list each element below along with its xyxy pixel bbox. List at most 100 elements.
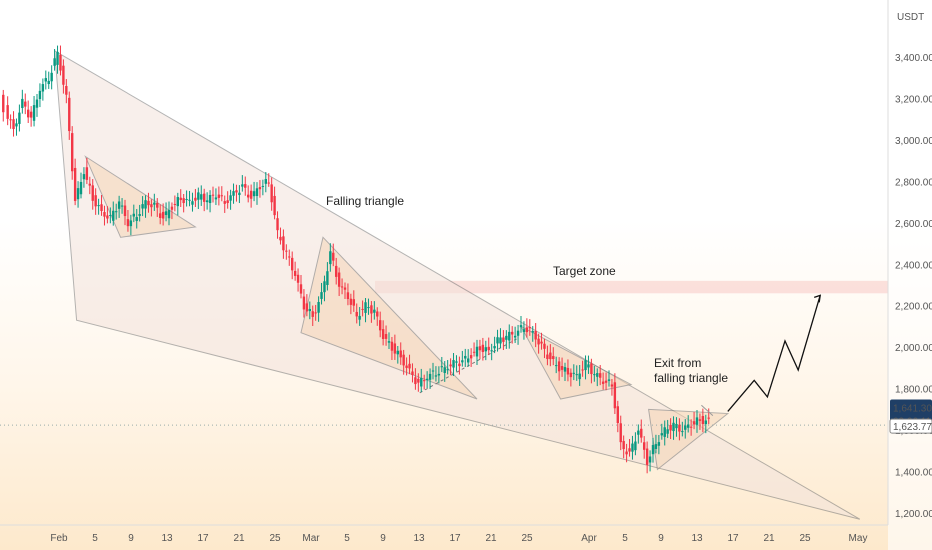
candle-body <box>569 372 573 378</box>
candle-body <box>689 426 693 428</box>
candle-body <box>549 352 552 360</box>
candle-body <box>575 374 578 376</box>
candle-body <box>291 257 294 271</box>
projection-arrowhead <box>813 294 821 303</box>
candle-body <box>669 424 672 431</box>
candle-body <box>229 195 232 201</box>
candle-body <box>176 197 179 207</box>
candle-body <box>62 65 65 85</box>
candle-body <box>29 111 33 118</box>
candle-body <box>153 202 156 205</box>
candle-body <box>38 90 42 100</box>
candle-body <box>534 331 537 340</box>
candle-body <box>117 201 121 209</box>
candle-body <box>59 54 62 71</box>
candle-body <box>205 200 209 203</box>
candle-body <box>472 351 476 353</box>
candle-body <box>35 99 39 108</box>
exit-pointer <box>701 404 714 416</box>
candle-body <box>203 193 206 202</box>
x-tick-label: 9 <box>380 533 386 544</box>
candle-body <box>349 298 353 305</box>
triangle-mar <box>300 236 478 400</box>
candle-body <box>458 363 461 367</box>
y-tick-label: 1,200.00 <box>895 509 932 520</box>
candle-body <box>147 200 150 206</box>
candle-body <box>698 419 702 421</box>
candle-body <box>384 334 388 339</box>
candle-body <box>252 191 256 197</box>
y-tick-label: 2,200.00 <box>895 302 932 313</box>
x-tick-label: 21 <box>763 533 775 544</box>
candle-body <box>631 443 634 452</box>
candle-body <box>684 425 687 430</box>
candle-body <box>91 185 94 201</box>
candle-body <box>434 375 438 377</box>
candle-body <box>578 373 581 380</box>
candle-body <box>32 105 36 121</box>
candle-body <box>247 194 250 198</box>
candle-body <box>478 346 482 351</box>
candle-body <box>387 341 391 343</box>
candle-body <box>707 417 710 419</box>
candle-body <box>660 433 663 436</box>
candle-body <box>358 315 361 320</box>
candle-body <box>79 181 83 195</box>
candle-body <box>657 442 661 446</box>
candle-body <box>496 337 499 344</box>
candle-body <box>522 329 526 333</box>
candle-body <box>164 211 168 216</box>
candle-body <box>126 219 130 227</box>
candle-body <box>396 350 399 355</box>
x-tick-label: 13 <box>161 533 173 544</box>
candle-body <box>516 330 520 336</box>
candle-body <box>537 338 540 345</box>
y-tick-label: 2,600.00 <box>895 219 932 230</box>
x-tick-label: 21 <box>233 533 245 544</box>
large-falling-triangle <box>54 49 861 520</box>
candle-body <box>288 256 291 258</box>
candle-body <box>695 417 699 425</box>
candle-body <box>285 250 288 252</box>
x-tick-label: 25 <box>269 533 281 544</box>
candle-body <box>68 97 71 132</box>
candle-body <box>317 301 320 313</box>
candle-body <box>648 456 652 463</box>
candle-body <box>150 204 153 208</box>
candle-body <box>302 296 306 310</box>
candle-body <box>329 251 332 265</box>
candle-body <box>226 200 229 204</box>
candle-body <box>692 421 696 425</box>
candle-body <box>88 183 91 186</box>
candle-body <box>452 360 455 368</box>
candle-body <box>170 206 174 210</box>
candle-body <box>138 214 141 216</box>
candle-body <box>619 423 622 443</box>
candle-body <box>308 308 311 312</box>
x-tick-label: 13 <box>413 533 425 544</box>
candle-body <box>197 192 200 200</box>
candle-body <box>464 355 467 359</box>
candle-body <box>12 119 15 130</box>
x-tick-label: Feb <box>50 533 68 544</box>
candle-body <box>381 329 385 339</box>
candle-body <box>590 363 593 375</box>
currency-label: USDT <box>897 12 924 23</box>
x-tick-label: 5 <box>622 533 628 544</box>
candle-body <box>241 184 244 187</box>
candle-body <box>141 204 144 209</box>
y-tick-label: 3,200.00 <box>895 94 932 105</box>
x-tick-label: Mar <box>302 533 320 544</box>
candle-body <box>367 307 370 309</box>
candle-body <box>120 205 124 207</box>
candle-body <box>540 341 543 344</box>
candle-body <box>326 271 329 285</box>
candle-body <box>637 430 640 435</box>
candle-body <box>408 363 411 369</box>
candle-body <box>123 205 127 217</box>
candle-body <box>337 272 341 287</box>
candle-body <box>267 182 270 184</box>
candle-body <box>235 190 238 193</box>
